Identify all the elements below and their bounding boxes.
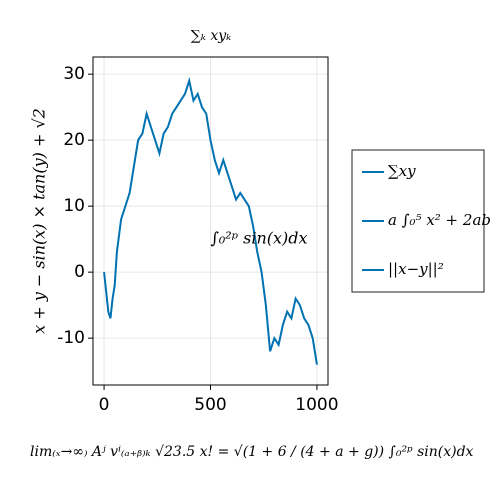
legend-label: ||x−y||² [388,260,444,278]
x-tick-label: 1000 [295,395,338,415]
footer: lim₍ₓ→∞₎ Aʲ vⁱ₍ₐ₊ᵦ₎ₖ √23.5 x! = √(1 + 6 … [30,444,474,460]
data-line [103,76,318,365]
y-tick-label: 30 [63,64,85,84]
legend-label: a ∫₀⁵ x² + 2ab [388,211,491,229]
annotation: ∫₀²ᵖ sin(x)dx [211,229,308,248]
y-tick-label: 20 [63,130,85,150]
y-tick-label: 0 [74,262,85,282]
x-tick-label: 500 [194,395,226,415]
x-tick-label: 0 [99,395,110,415]
y-axis-label: x + y − sin(x) × tan(y) + √2 [30,108,49,334]
chart-title: ∑ₖ xyₖ [191,28,231,44]
legend-label: ∑xy [388,162,416,180]
y-tick-label: 10 [63,196,85,216]
y-tick-label: -10 [57,328,85,348]
